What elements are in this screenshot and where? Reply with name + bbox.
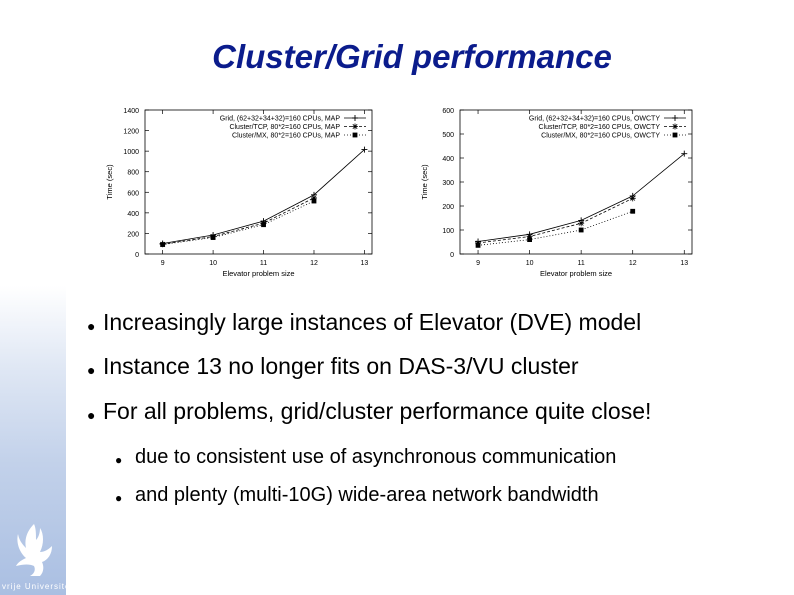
data-point xyxy=(261,222,266,228)
x-tick-label: 13 xyxy=(680,260,688,267)
x-axis-label: Elevator problem size xyxy=(540,269,612,278)
logo-text: vrije Universiteit xyxy=(2,582,77,591)
data-point xyxy=(526,233,533,240)
data-point xyxy=(527,237,532,242)
x-tick-label: 11 xyxy=(578,260,585,267)
bullet-item: For all problems, grid/cluster performan… xyxy=(103,398,652,424)
chart-map: 0 200 400 600 800 1000 1200 1400 9 10 11 12 13 Elevat… xyxy=(105,108,373,278)
y-tick-label: 300 xyxy=(442,180,454,187)
plot-frame xyxy=(144,109,373,255)
x-axis-label: Elevator problem size xyxy=(222,269,294,278)
y-tick-label: 1400 xyxy=(123,108,139,115)
x-tick-label: 12 xyxy=(310,260,318,267)
legend-label: Cluster/TCP, 80*2=160 CPUs, OWCTY xyxy=(539,124,661,131)
bullet-dot: ● xyxy=(87,318,96,334)
legend-label: Cluster/TCP, 80*2=160 CPUs, MAP xyxy=(229,124,340,131)
y-tick-label: 100 xyxy=(442,228,454,235)
bullet-item: Increasingly large instances of Elevator… xyxy=(103,309,642,335)
x-tick-label: 12 xyxy=(629,260,637,267)
y-tick-label: 600 xyxy=(442,108,454,115)
sub-bullet-dot: ● xyxy=(115,491,123,505)
y-tick-label: 1000 xyxy=(123,149,139,156)
data-point xyxy=(352,123,358,130)
data-point xyxy=(160,242,166,247)
x-tick-label: 10 xyxy=(526,260,534,267)
x-tick-label: 9 xyxy=(476,260,480,267)
x-tick-label: 13 xyxy=(361,260,369,267)
bullet-item: Instance 13 no longer fits on DAS-3/VU c… xyxy=(103,353,579,379)
chart-owcty: 0 100 200 300 400 500 600 9 10 11 12 13 Elevator pro… xyxy=(420,108,693,278)
sub-bullet-dot: ● xyxy=(115,453,123,467)
y-axis-label: Time (sec) xyxy=(420,164,429,200)
x-tick-label: 10 xyxy=(209,260,217,267)
y-tick-label: 400 xyxy=(442,156,454,163)
data-point xyxy=(629,195,636,202)
legend-label: Grid, (62+32+34+32)=160 CPUs, MAP xyxy=(220,116,341,123)
y-tick-label: 200 xyxy=(127,231,139,238)
legend-label: Cluster/MX, 80*2=160 CPUs, OWCTY xyxy=(541,133,660,140)
y-tick-label: 600 xyxy=(127,190,139,197)
y-tick-label: 800 xyxy=(127,170,139,177)
x-tick-label: 9 xyxy=(161,260,165,267)
legend-label: Cluster/MX, 80*2=160 CPUs, MAP xyxy=(232,133,340,140)
y-tick-label: 1200 xyxy=(123,129,139,136)
data-point xyxy=(672,115,678,121)
y-tick-label: 0 xyxy=(135,252,139,259)
data-point xyxy=(672,132,678,138)
data-point xyxy=(311,198,317,204)
data-point xyxy=(475,242,481,248)
y-tick-label: 200 xyxy=(442,204,454,211)
legend-label: Grid, (62+32+34+32)=160 CPUs, OWCTY xyxy=(529,116,660,123)
data-point xyxy=(578,220,585,227)
sub-bullet-item: and plenty (multi-10G) wide-area network… xyxy=(135,484,599,506)
y-tick-label: 400 xyxy=(127,211,139,218)
series-line xyxy=(162,200,315,245)
y-tick-label: 0 xyxy=(450,252,454,259)
data-point xyxy=(578,227,584,233)
series-line xyxy=(477,197,633,244)
griffin-icon xyxy=(16,524,52,576)
data-point xyxy=(352,115,358,121)
series-line xyxy=(162,149,365,244)
y-axis-label: Time (sec) xyxy=(105,164,114,200)
data-point xyxy=(361,146,368,153)
series-line xyxy=(162,197,315,245)
sub-bullet-item: due to consistent use of asynchronous co… xyxy=(135,446,617,468)
data-point xyxy=(210,235,216,240)
y-tick-label: 500 xyxy=(442,132,454,139)
data-point xyxy=(310,194,317,201)
data-point xyxy=(681,150,688,157)
data-point xyxy=(672,123,678,130)
bullet-dot: ● xyxy=(87,362,96,378)
x-tick-label: 11 xyxy=(260,260,267,267)
bullet-dot: ● xyxy=(87,407,96,423)
data-point xyxy=(630,208,636,214)
sidebar-gradient: vrije Universiteit xyxy=(0,0,77,595)
series-line xyxy=(478,210,633,246)
university-logo: vrije Universiteit xyxy=(2,520,77,595)
data-point xyxy=(352,132,358,138)
slide-title: Cluster/Grid performance xyxy=(212,38,612,75)
